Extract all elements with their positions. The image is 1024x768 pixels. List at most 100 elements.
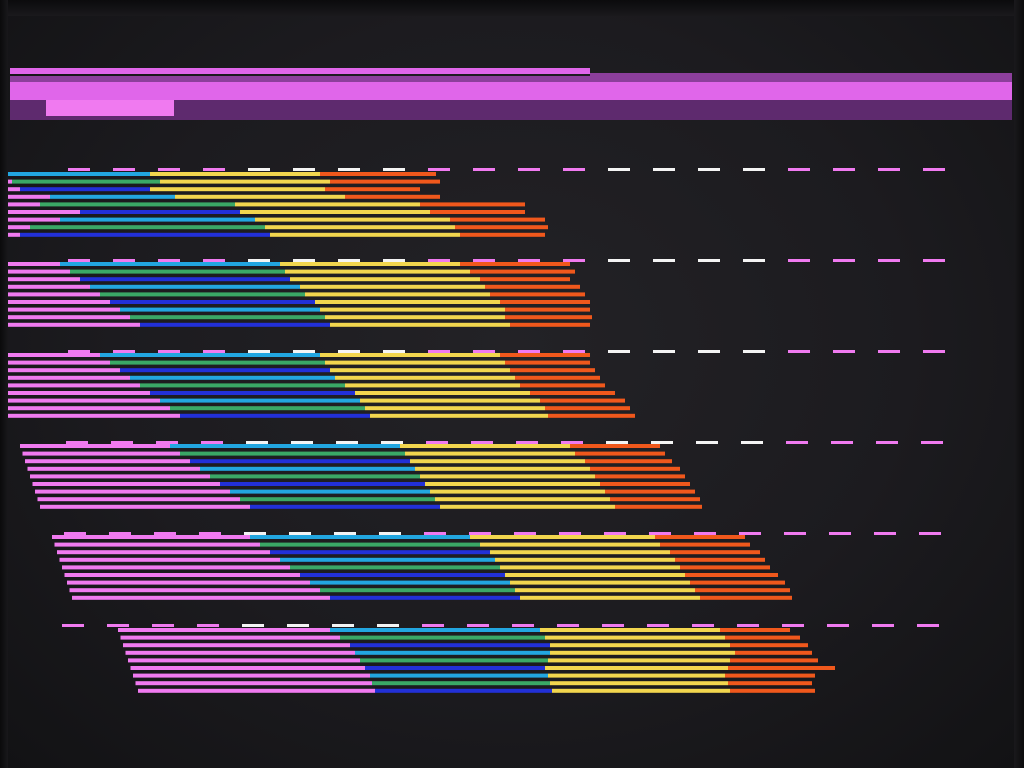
dash-segment	[878, 168, 900, 171]
bar-segment-pink	[72, 595, 330, 600]
dash-segment	[514, 532, 536, 535]
bar-segment-yellow	[425, 482, 600, 486]
bar-segment-blue	[230, 489, 430, 494]
dash-segment	[782, 624, 804, 627]
dash-segment	[833, 259, 855, 262]
bar-segment-orange	[490, 292, 585, 297]
bar-segment-pink	[35, 489, 230, 494]
bar-segment-pink	[20, 444, 170, 448]
bar-segment-pink	[25, 459, 190, 464]
bar-segment-yellow	[495, 557, 675, 562]
bar-segment-pink	[62, 565, 290, 570]
dash-segment	[113, 350, 135, 353]
bar-segment-pink	[8, 179, 12, 184]
bar-segment-blue	[220, 482, 425, 486]
bar-segment-pink	[8, 217, 60, 222]
bar-segment-blue	[150, 391, 355, 395]
dash-segment	[338, 168, 360, 171]
dash-segment	[428, 350, 450, 353]
bar-segment-pink	[8, 368, 120, 373]
dash-segment	[336, 441, 358, 444]
bar-segment-orange	[515, 375, 600, 380]
bar-segment-yellow	[415, 466, 590, 471]
bar-segment-orange	[345, 194, 440, 199]
bar-segment-yellow	[490, 550, 670, 555]
bar-segment-orange	[570, 444, 660, 448]
bar-segment-orange	[728, 681, 812, 686]
bar-segment-orange	[510, 322, 590, 327]
dash-segment	[831, 441, 853, 444]
bar-segment-blue	[140, 383, 345, 388]
bar-segment-yellow	[548, 658, 730, 663]
dash-segment	[199, 532, 221, 535]
monitor-bezel-left	[0, 0, 8, 768]
top-banner-bar	[10, 100, 1012, 120]
bar-segment-orange	[470, 269, 575, 274]
bar-segment-pink	[30, 474, 210, 479]
bar-segment-orange	[585, 459, 672, 464]
bar-segment-orange	[595, 474, 685, 479]
dash-segment	[647, 624, 669, 627]
bar-segment-blue	[340, 635, 545, 640]
dash-segment	[741, 441, 763, 444]
bar-segment-yellow	[285, 269, 470, 274]
bar-segment-orange	[325, 187, 420, 192]
bar-segment-yellow	[540, 628, 720, 632]
top-banner-line	[10, 68, 590, 74]
bar-segment-yellow	[365, 406, 545, 411]
dash-segment	[876, 441, 898, 444]
dash-segment	[606, 441, 628, 444]
bar-segment-blue	[355, 650, 550, 655]
bar-segment-blue	[80, 277, 290, 282]
dash-segment	[248, 168, 270, 171]
dash-segment	[518, 350, 540, 353]
dash-segment	[743, 168, 765, 171]
bar-segment-orange	[730, 688, 815, 693]
bar-segment-orange	[505, 307, 590, 312]
bar-segment-orange	[728, 666, 835, 670]
bar-segment-yellow	[315, 300, 500, 304]
bar-segment-pink	[8, 360, 110, 365]
dash-segment	[473, 168, 495, 171]
bar-segment-blue	[170, 444, 400, 448]
dash-segment	[248, 350, 270, 353]
dash-segment	[154, 532, 176, 535]
bar-segment-blue	[270, 550, 490, 555]
bar-segment-orange	[615, 504, 702, 509]
bar-segment-orange	[320, 172, 436, 176]
bar-segment-yellow	[550, 643, 730, 648]
dash-segment	[287, 624, 309, 627]
bar-segment-yellow	[360, 398, 540, 403]
bar-segment-blue	[250, 535, 470, 539]
bar-segment-blue	[130, 315, 325, 320]
dash-segment	[694, 532, 716, 535]
bar-segment-pink	[40, 504, 250, 509]
bar-segment-yellow	[545, 666, 728, 670]
bar-segment-pink	[54, 542, 260, 547]
bar-segment-orange	[420, 202, 525, 207]
bar-segment-pink	[8, 187, 20, 192]
dash-segment	[289, 532, 311, 535]
dash-segment	[557, 624, 579, 627]
bar-segment-orange	[460, 262, 570, 266]
bar-segment-yellow	[150, 187, 325, 192]
dash-segment	[383, 259, 405, 262]
bar-segment-blue	[260, 542, 480, 547]
dash-segment	[383, 168, 405, 171]
bar-segment-yellow	[335, 375, 515, 380]
bar-segment-pink	[8, 232, 20, 237]
dash-segment	[649, 532, 671, 535]
bar-segment-blue	[190, 459, 410, 464]
bar-segment-blue	[250, 504, 440, 509]
bar-segment-yellow	[330, 368, 510, 373]
dash-segment	[698, 350, 720, 353]
dash-segment	[467, 624, 489, 627]
bar-segment-pink	[69, 588, 320, 593]
dash-segment	[692, 624, 714, 627]
bar-segment-blue	[110, 300, 315, 304]
dash-segment	[872, 624, 894, 627]
dash-segment	[422, 624, 444, 627]
bar-segment-yellow	[510, 580, 690, 585]
dash-segment	[874, 532, 896, 535]
